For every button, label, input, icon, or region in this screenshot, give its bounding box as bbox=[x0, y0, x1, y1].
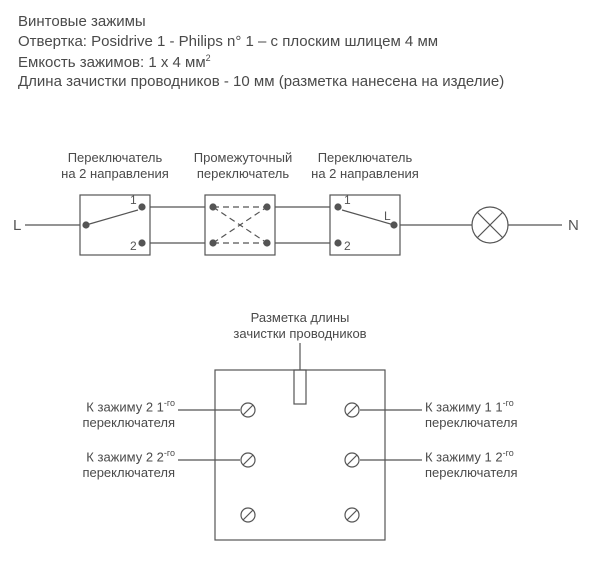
sw1-wiper bbox=[86, 210, 138, 225]
sw2-l-mark: L bbox=[384, 209, 391, 223]
switch2-box bbox=[330, 195, 400, 255]
screw-tr bbox=[345, 403, 359, 417]
screw-mr bbox=[345, 453, 359, 467]
sw1-term1-dot bbox=[139, 204, 145, 210]
sw2-t1: 1 bbox=[344, 193, 351, 207]
sw2-t2: 2 bbox=[344, 239, 351, 253]
circuit-diagram: 1 2 1 2 L L N bbox=[0, 0, 600, 570]
screw-br bbox=[345, 508, 359, 522]
sw1-t2: 2 bbox=[130, 239, 137, 253]
switch1-box bbox=[80, 195, 150, 255]
screw-bl bbox=[241, 508, 255, 522]
label-n: N bbox=[568, 217, 579, 234]
sw2-term1-dot bbox=[335, 204, 341, 210]
sw1-t1: 1 bbox=[130, 193, 137, 207]
screw-tl bbox=[241, 403, 255, 417]
sw2-term2-dot bbox=[335, 240, 341, 246]
strip-marking-notch bbox=[294, 370, 306, 404]
sw1-term2-dot bbox=[139, 240, 145, 246]
label-l: L bbox=[13, 217, 21, 234]
screw-ml bbox=[241, 453, 255, 467]
